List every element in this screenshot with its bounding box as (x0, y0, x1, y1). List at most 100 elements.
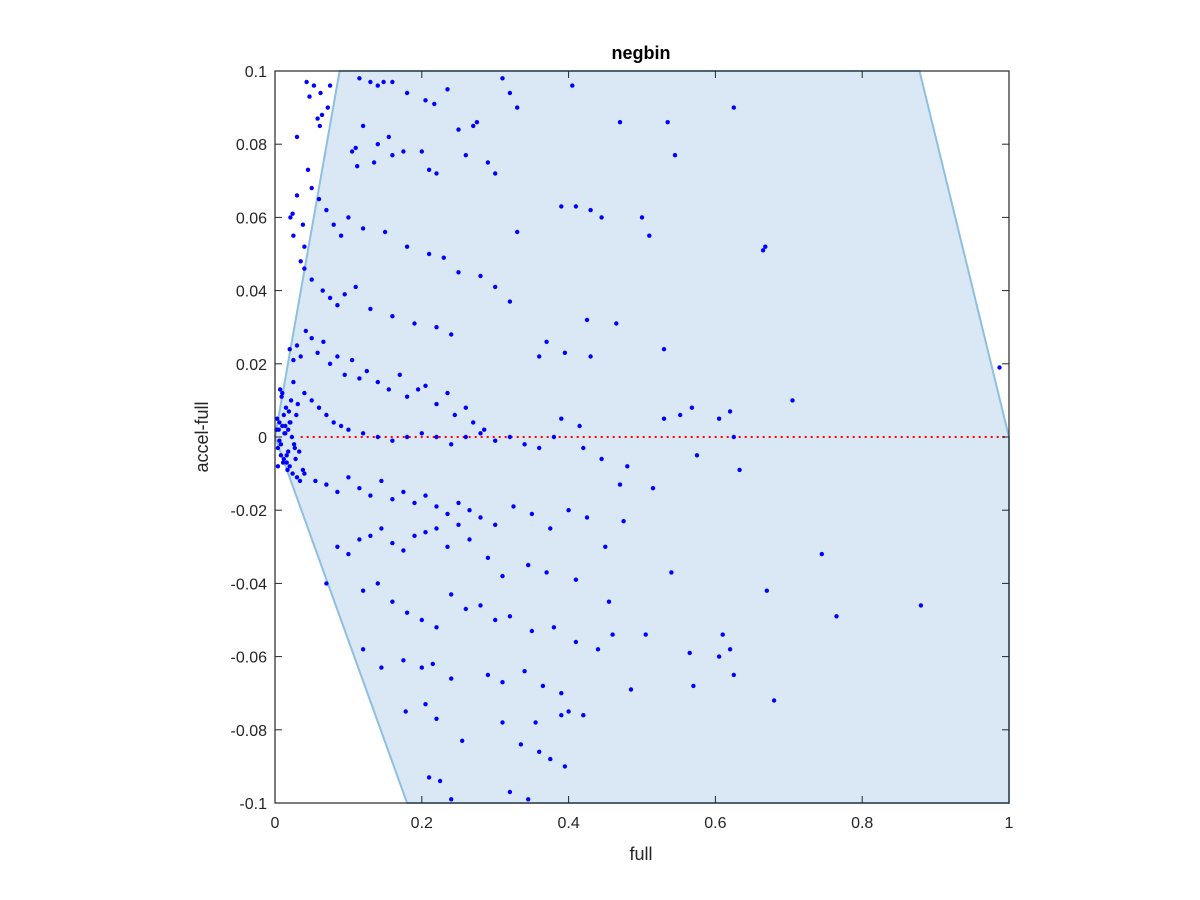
data-point (737, 467, 742, 473)
data-point (562, 764, 568, 769)
data-point (342, 292, 347, 297)
x-axis-label: full (629, 844, 652, 864)
data-point (423, 702, 428, 707)
data-point (294, 134, 300, 140)
data-point (302, 471, 307, 476)
data-point (423, 493, 428, 498)
data-point (485, 672, 491, 678)
data-point (375, 379, 380, 385)
data-point (404, 434, 410, 440)
data-point (515, 105, 520, 110)
data-point (581, 445, 586, 451)
data-point (997, 365, 1002, 370)
x-tick-label: 0.4 (557, 815, 579, 832)
data-point (321, 339, 326, 344)
data-point (764, 588, 769, 593)
data-point (404, 90, 410, 96)
data-point (595, 647, 601, 652)
data-point (691, 683, 696, 689)
data-point (430, 661, 435, 667)
data-point (379, 526, 384, 531)
y-tick-label: 0.1 (245, 64, 267, 81)
data-point (544, 570, 549, 575)
data-point (551, 625, 557, 630)
data-point (291, 357, 296, 363)
data-point (643, 632, 648, 637)
data-point (302, 244, 307, 249)
data-point (288, 420, 293, 425)
data-point (379, 478, 384, 484)
data-point (471, 420, 476, 425)
data-point (360, 647, 366, 652)
data-point (285, 467, 290, 473)
data-point (599, 215, 604, 220)
data-point (426, 775, 432, 780)
y-axis-label: accel-full (192, 401, 212, 472)
data-point (284, 460, 289, 465)
data-point (307, 94, 312, 99)
data-point (650, 486, 656, 491)
data-point (493, 171, 498, 176)
data-point (277, 438, 282, 443)
data-point (338, 423, 344, 429)
data-point (390, 438, 395, 443)
data-point (445, 390, 450, 396)
data-point (518, 742, 524, 747)
data-point (522, 442, 527, 447)
data-point (357, 486, 362, 491)
data-point (386, 134, 391, 140)
data-point (548, 756, 553, 762)
data-point (485, 555, 491, 560)
data-point (281, 412, 286, 418)
data-point (291, 379, 296, 385)
data-point (526, 562, 531, 568)
data-point (452, 412, 457, 418)
y-tick-label: -0.08 (231, 723, 268, 740)
data-point (434, 625, 439, 630)
data-point (278, 442, 284, 447)
data-point (280, 423, 285, 429)
data-point (300, 467, 306, 473)
data-point (368, 533, 373, 538)
data-point (445, 87, 450, 92)
data-point (419, 617, 424, 623)
data-point (335, 354, 340, 359)
data-point (771, 698, 777, 703)
data-point (507, 434, 513, 440)
data-point (669, 570, 674, 575)
data-point (493, 617, 498, 623)
data-point (297, 478, 303, 484)
data-point (275, 445, 281, 451)
data-point (281, 456, 286, 462)
y-tick-label: 0.06 (236, 210, 267, 227)
data-point (441, 255, 446, 260)
data-point (493, 284, 498, 290)
data-point (357, 76, 362, 81)
data-point (412, 500, 417, 506)
x-tick-label: 0.8 (851, 815, 873, 832)
y-tick-label: 0.04 (236, 284, 267, 301)
data-point (338, 233, 344, 238)
data-point (302, 390, 307, 396)
data-point (291, 442, 297, 447)
data-point (727, 409, 733, 414)
data-point (412, 321, 417, 326)
data-point (507, 90, 513, 96)
data-point (324, 482, 329, 487)
data-point (449, 332, 454, 337)
data-point (375, 83, 380, 88)
data-point (364, 368, 369, 374)
data-point (449, 442, 454, 447)
data-point (763, 244, 768, 249)
data-point (360, 226, 366, 231)
data-point (401, 489, 406, 495)
data-point (588, 207, 593, 213)
data-point (493, 438, 498, 443)
data-point (471, 123, 476, 129)
data-point (573, 639, 579, 645)
data-point (404, 244, 410, 249)
data-point (283, 405, 289, 410)
data-point (460, 738, 465, 743)
data-point (463, 434, 468, 440)
data-point (346, 215, 351, 220)
